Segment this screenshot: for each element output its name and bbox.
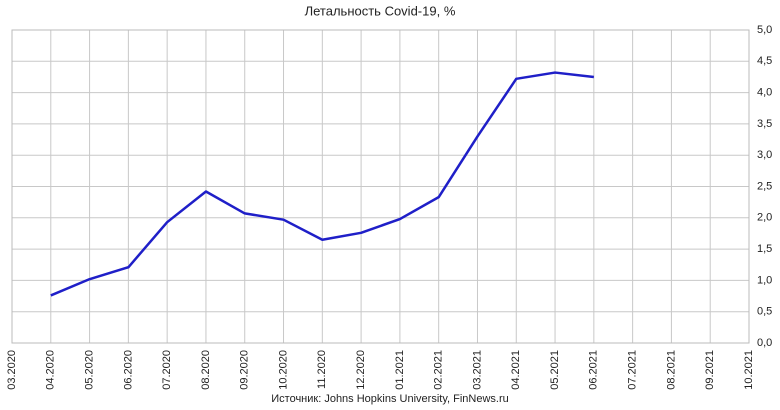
plot-border [11,29,750,344]
y-tick-label: 2,5 [757,180,772,192]
y-tick-label: 2,0 [757,212,772,224]
x-tick-label: 08.2021 [665,350,677,390]
source-note: Источник: Johns Hopkins University, FinN… [271,393,508,405]
y-tick-label: 4,0 [757,87,772,99]
x-tick-label: 04.2020 [45,350,57,390]
x-tick-label: 09.2021 [704,350,716,390]
y-tick-label: 1,0 [757,274,772,286]
x-tick-label: 10.2020 [277,350,289,390]
y-tick-label: 0,0 [757,337,772,349]
x-tick-label: 06.2021 [588,350,600,390]
x-tick-label: 06.2020 [122,350,134,390]
x-tick-label: 04.2021 [510,350,522,390]
y-tick-label: 1,5 [757,243,772,255]
x-tick-label: 07.2020 [161,350,173,390]
y-tick-label: 4,5 [757,55,772,67]
x-tick-label: 09.2020 [239,350,251,390]
x-tick-label: 05.2021 [549,350,561,390]
y-tick-label: 0,5 [757,306,772,318]
data-line [50,71,594,297]
x-tick-label: 01.2021 [394,350,406,390]
x-tick-label: 08.2020 [200,350,212,390]
x-tick-label: 11.2020 [316,350,328,389]
x-tick-label: 10.2021 [743,350,755,390]
y-tick-label: 3,0 [757,149,772,161]
x-tick-label: 05.2020 [83,350,95,390]
y-tick-label: 5,0 [757,24,772,36]
x-tick-label: 03.2020 [6,350,18,390]
x-tick-label: 03.2021 [471,350,483,390]
x-tick-label: 02.2021 [433,350,445,390]
x-tick-label: 12.2020 [355,350,367,390]
chart-title: Летальность Covid-19, % [305,3,456,18]
x-tick-label: 07.2021 [627,350,639,390]
y-tick-label: 3,5 [757,118,772,130]
